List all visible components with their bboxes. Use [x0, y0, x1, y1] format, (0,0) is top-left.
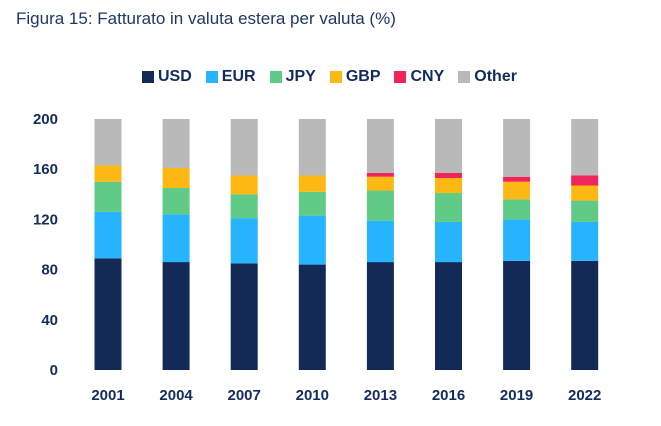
bar-gbp-2004	[162, 167, 190, 189]
bar-other-2001	[94, 119, 122, 166]
y-tick-label: 40	[41, 312, 58, 329]
bar-other-2022	[571, 119, 599, 176]
bar-usd-2010	[298, 264, 326, 370]
bar-cny-2013	[366, 172, 394, 177]
bar-eur-2013	[366, 220, 394, 263]
legend-label: JPY	[285, 68, 316, 85]
bar-other-2010	[298, 119, 326, 176]
bar-cny-2022	[571, 175, 599, 186]
legend-swatch	[269, 71, 282, 83]
bar-jpy-2007	[230, 194, 258, 219]
bar-other-2019	[503, 119, 531, 177]
bar-eur-2004	[162, 214, 190, 263]
legend-label: CNY	[410, 68, 445, 85]
bar-eur-2019	[503, 219, 531, 261]
bar-gbp-2019	[503, 181, 531, 200]
legend-item-eur: EUR	[205, 68, 256, 86]
bar-eur-2010	[298, 215, 326, 265]
bar-usd-2016	[435, 262, 462, 370]
legend-item-usd: USD	[142, 68, 192, 86]
x-tick-label: 2001	[91, 387, 124, 404]
bar-jpy-2019	[503, 199, 531, 220]
legend-item-cny: CNY	[394, 68, 444, 86]
bar-cny-2016	[435, 172, 462, 178]
legend-swatch	[205, 71, 218, 83]
bar-jpy-2016	[435, 193, 462, 222]
legend-item-jpy: JPY	[269, 68, 316, 86]
legend-label: EUR	[221, 68, 256, 85]
legend: USD EUR JPY GBP CNY Other	[142, 68, 517, 86]
y-tick-label: 0	[50, 362, 58, 379]
bar-usd-2013	[366, 262, 394, 370]
bar-jpy-2013	[366, 190, 394, 221]
legend-swatch	[142, 71, 154, 83]
y-tick-label: 120	[33, 211, 58, 228]
legend-swatch	[458, 71, 471, 83]
legend-swatch	[329, 71, 342, 83]
bar-gbp-2013	[366, 176, 394, 191]
bar-other-2013	[366, 119, 394, 173]
bar-usd-2001	[94, 258, 122, 370]
bar-eur-2022	[571, 221, 599, 261]
x-tick-label: 2004	[159, 387, 193, 404]
x-tick-label: 2010	[296, 387, 329, 404]
bar-cny-2019	[503, 176, 531, 182]
x-tick-label: 2007	[228, 387, 261, 404]
legend-label: USD	[158, 68, 192, 85]
bar-eur-2007	[230, 218, 258, 264]
x-tick-label: 2019	[500, 387, 533, 404]
bar-jpy-2022	[571, 200, 599, 222]
x-tick-label: 2022	[568, 387, 601, 404]
x-tick-label: 2013	[364, 387, 397, 404]
legend-item-other: Other	[458, 68, 517, 86]
legend-swatch	[394, 71, 407, 83]
bar-jpy-2004	[162, 188, 190, 215]
bar-gbp-2016	[435, 177, 462, 194]
bar-usd-2007	[230, 263, 258, 370]
y-tick-label: 160	[33, 161, 58, 178]
legend-label: Other	[474, 68, 517, 85]
bar-eur-2001	[94, 211, 122, 259]
y-tick-label: 200	[33, 111, 58, 128]
chart-title: Figura 15: Fatturato in valuta estera pe…	[16, 9, 396, 28]
bar-jpy-2010	[298, 191, 326, 216]
y-tick-label: 80	[41, 262, 58, 279]
x-tick-label: 2016	[432, 387, 465, 404]
bar-usd-2004	[162, 262, 190, 370]
bar-other-2007	[230, 119, 258, 176]
legend-label: GBP	[345, 68, 381, 85]
legend-item-gbp: GBP	[329, 68, 381, 86]
bar-jpy-2001	[94, 181, 122, 212]
bar-usd-2022	[571, 260, 599, 370]
bar-usd-2019	[503, 260, 531, 370]
bar-gbp-2007	[230, 175, 258, 195]
bar-gbp-2010	[298, 175, 326, 192]
bar-gbp-2001	[94, 165, 122, 182]
bar-gbp-2022	[571, 185, 599, 201]
bar-other-2016	[435, 119, 462, 173]
bar-eur-2016	[435, 221, 462, 263]
bar-other-2004	[162, 119, 190, 168]
